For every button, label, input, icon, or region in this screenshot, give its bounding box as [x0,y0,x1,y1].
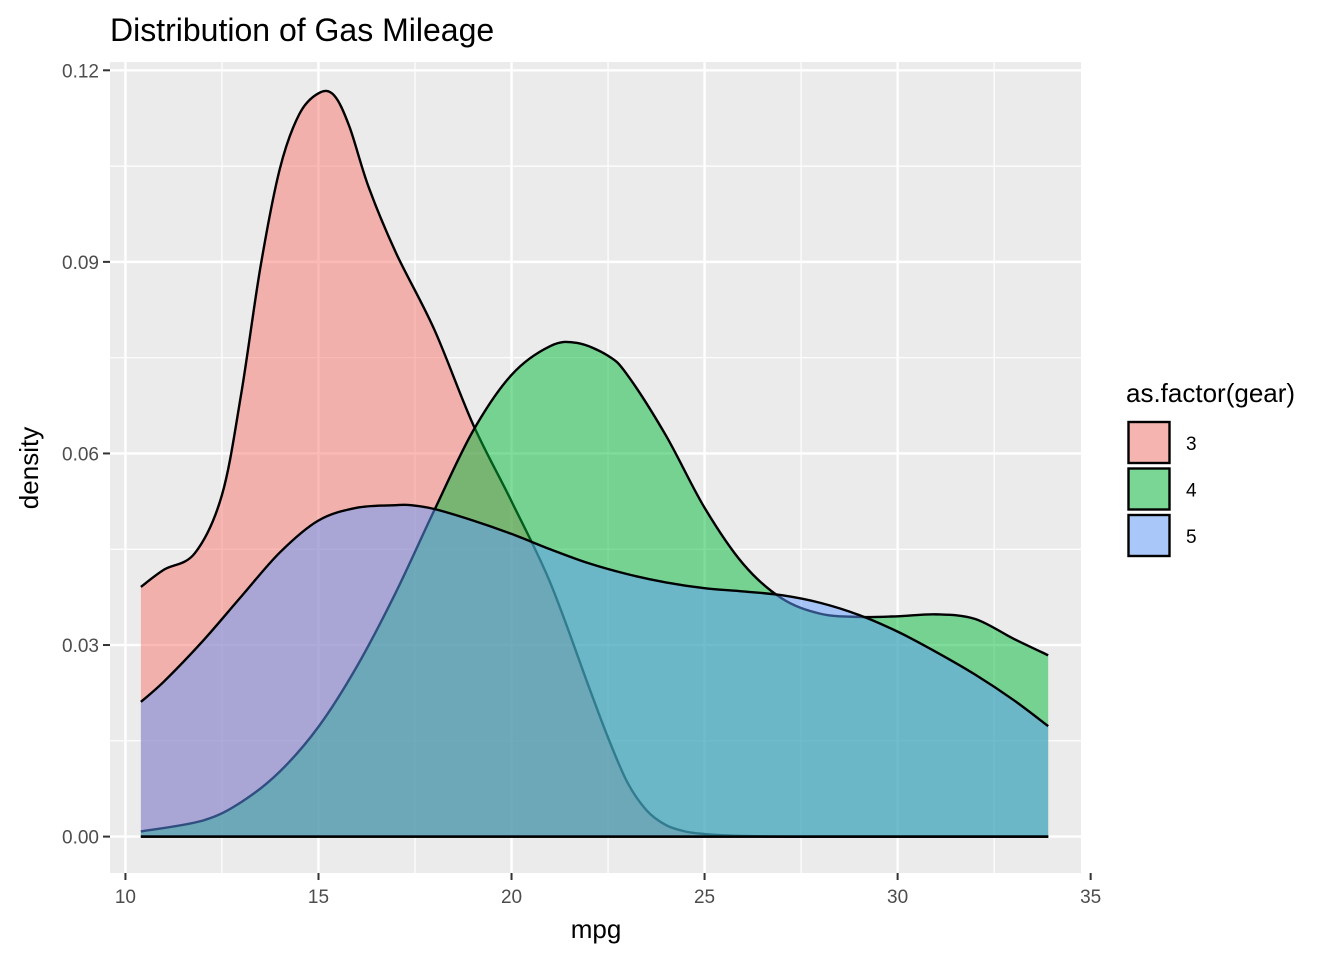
x-tick-label: 15 [308,887,329,908]
density-areas [140,89,1049,838]
y-axis-title: density [14,427,44,509]
chart-title: Distribution of Gas Mileage [110,12,494,48]
y-axis: 0.00 0.03 0.06 0.09 0.12 [62,61,110,849]
legend: as.factor(gear) 3 4 5 [1126,378,1295,558]
x-tick-label: 20 [501,887,522,908]
x-tick-label: 25 [694,887,715,908]
legend-label-gear-4: 4 [1186,481,1197,502]
x-tick-label: 35 [1080,887,1101,908]
y-tick-label: 0.12 [62,61,99,82]
density-line-gear-5 [140,503,1049,728]
legend-key-gear-3 [1127,420,1171,465]
legend-key-gear-5 [1127,513,1171,558]
legend-label-gear-5: 5 [1186,527,1197,548]
legend-title: as.factor(gear) [1126,378,1295,408]
x-axis: 10 15 20 25 30 35 [115,873,1101,908]
y-tick-label: 0.09 [62,253,99,274]
density-area-gear-5 [140,504,1049,837]
y-tick-label: 0.03 [62,636,99,657]
legend-key-gear-4 [1127,467,1171,511]
y-tick-label: 0.06 [62,444,99,465]
legend-label-gear-3: 3 [1186,434,1197,455]
y-tick-label: 0.00 [62,828,99,849]
x-axis-title: mpg [571,914,622,944]
x-tick-label: 10 [115,887,136,908]
x-tick-label: 30 [887,887,908,908]
